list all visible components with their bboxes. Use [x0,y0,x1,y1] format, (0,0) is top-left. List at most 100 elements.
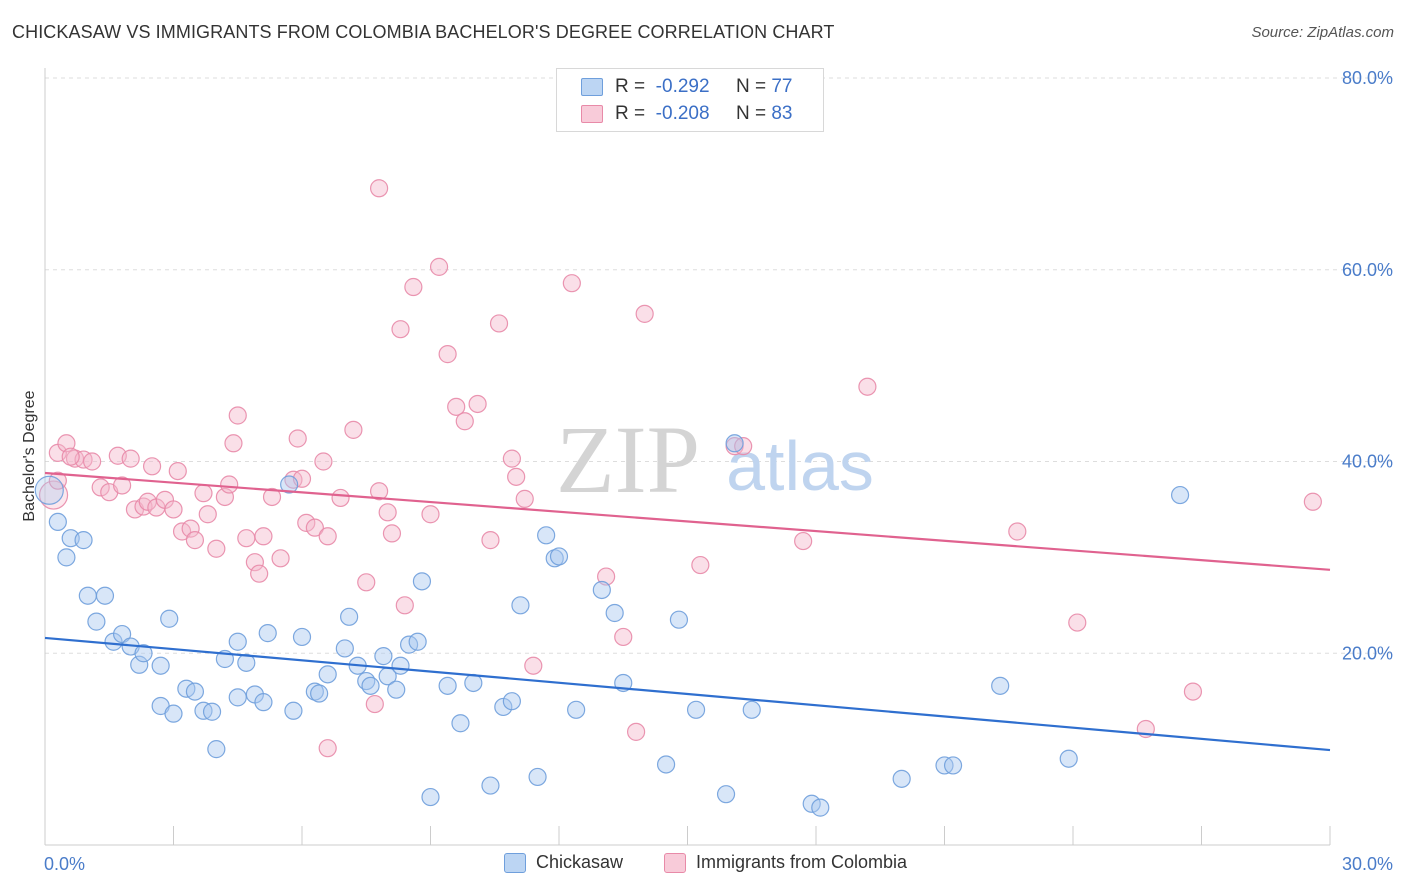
chickasaw-point [237,653,256,672]
colombia-point [112,476,132,495]
trend-lines [44,471,1331,752]
colombia-point [262,487,282,507]
colombia-point [455,412,474,431]
axes [44,68,1331,846]
colombia-point [370,482,389,501]
chickasaw-point [502,692,521,711]
chart-title: CHICKASAW VS IMMIGRANTS FROM COLOMBIA BA… [12,22,835,42]
colombia-point [185,531,205,550]
colombia-point [237,529,256,548]
colombia-point [515,489,534,508]
chickasaw-point [991,676,1010,695]
y-tick-label: 80.0% [1342,68,1393,88]
legend-n-label: N = [735,76,767,97]
legend-n-label: N = [735,103,767,124]
colombia-point [481,531,500,550]
chickasaw-point [742,700,761,719]
colombia-point [57,434,76,453]
legend-n-value: 83 [771,103,793,124]
legend-swatch-chickasaw [504,852,526,873]
colombia-point [524,656,543,675]
colombia-point [288,429,307,448]
colombia-point [1303,492,1322,511]
chickasaw-point [656,755,676,774]
colombia-point [429,257,449,276]
colombia-point [318,527,337,546]
colombia-point [357,573,376,592]
colombia-point [181,519,200,538]
chickasaw-point [34,475,64,505]
trend-line-chickasaw [44,636,1331,752]
chickasaw-point [130,655,149,674]
colombia-point [691,555,710,575]
legend-label-colombia: Immigrants from Colombia [696,852,908,872]
chickasaw-point [310,684,329,703]
chickasaw-point [78,586,97,605]
chickasaw-point [335,639,354,658]
colombia-point [314,452,333,471]
colombia-point [562,274,581,293]
chickasaw-point [592,580,611,600]
chickasaw-point [160,609,179,628]
chickasaw-point [340,607,359,626]
y-axis-label: Bachelor's Degree [21,390,38,521]
colombia-point [365,694,384,714]
colombia-point [61,447,80,466]
colombia-point [83,452,102,471]
series-colombia-points [38,179,1322,758]
chickasaw-point [134,644,153,663]
chickasaw-point [112,624,132,644]
chickasaw-point [202,702,222,721]
legend-swatch-colombia [664,852,686,873]
chickasaw-point [408,632,427,651]
watermark: ZIP atlas [556,406,874,513]
legend-item-colombia: Immigrants from Colombia [664,852,907,873]
chickasaw-point [438,676,457,695]
chickasaw-point [95,586,115,605]
chickasaw-point [391,656,410,675]
colombia-point [794,531,813,551]
x-tick-label-max: 30.0% [1342,854,1393,874]
colombia-point [370,179,389,198]
chickasaw-point [802,794,821,813]
chickasaw-point [549,547,569,566]
chickasaw-point [716,785,736,804]
colombia-point [597,567,616,586]
chickasaw-point [292,627,312,647]
chickasaw-point [151,656,170,675]
correlation-legend: R = -0.292 N = 77 R = -0.208 N = 83 [556,68,824,132]
colombia-point [626,722,646,741]
colombia-point [121,449,140,468]
colombia-point [331,488,350,508]
x-tick-label-min: 0.0% [44,854,85,874]
source-label: Source: ZipAtlas.com [1251,24,1394,41]
chickasaw-point [280,475,299,494]
colombia-point [250,564,269,583]
colombia-point [447,397,466,416]
colombia-point [344,420,363,439]
legend-item-chickasaw: Chickasaw [504,852,623,873]
colombia-point [507,467,526,486]
legend-label-chickasaw: Chickasaw [536,852,624,872]
colombia-point [91,478,110,497]
chickasaw-point [1170,485,1190,505]
colombia-point [395,596,414,615]
colombia-point [194,484,213,503]
colombia-point [438,345,457,364]
chickasaw-point [686,700,706,719]
chickasaw-point [1059,749,1078,768]
colombia-point [858,377,877,396]
watermark-zip: ZIP [556,406,700,513]
colombia-point [142,457,162,476]
colombia-point [635,304,654,323]
tick-labels: 20.0% 40.0% 60.0% 80.0% 0.0% 30.0% [44,68,1393,874]
colombia-point [228,406,247,425]
colombia-point [297,513,316,532]
legend-row-chickasaw: R = -0.292 N = 77 [581,75,792,99]
colombia-point [224,434,243,453]
legend-swatch-pink [581,105,603,123]
colombia-point [164,500,183,519]
legend-n-value: 77 [771,76,793,97]
chickasaw-point [87,612,106,631]
watermark-atlas: atlas [726,427,874,505]
